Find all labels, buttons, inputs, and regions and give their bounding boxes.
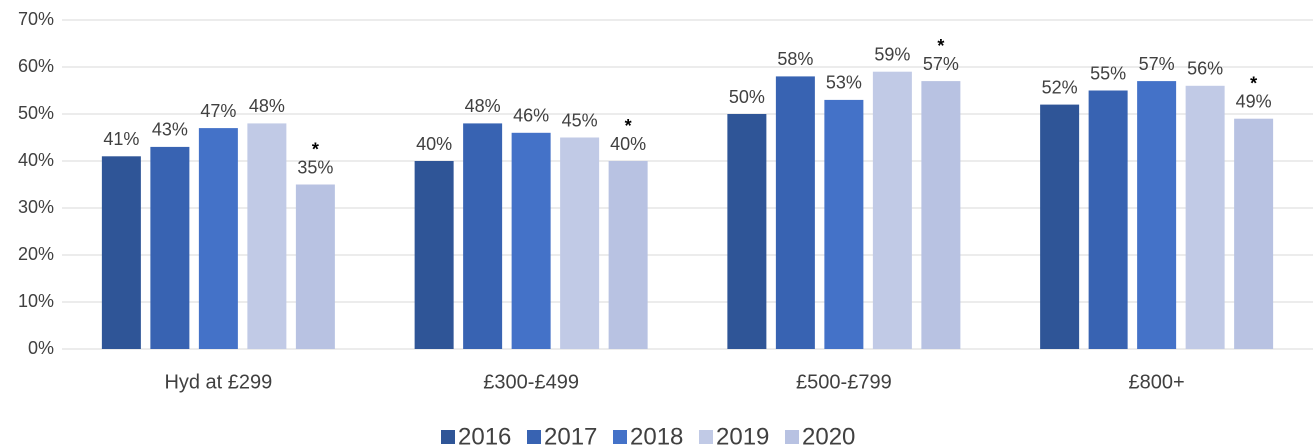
bar (463, 123, 503, 350)
note: * (937, 36, 944, 56)
note: * (625, 116, 632, 136)
x-tick-label: £300-£499 (483, 371, 579, 393)
bar (150, 146, 190, 349)
bar (1185, 85, 1225, 350)
bar (560, 137, 600, 349)
legend-swatch (785, 430, 799, 444)
value-label: 57% (1139, 54, 1175, 74)
value-label: 49% (1236, 91, 1272, 111)
y-tick-label: 20% (18, 244, 54, 264)
legend-swatch (527, 430, 541, 444)
value-label: 59% (874, 44, 910, 64)
y-tick-label: 30% (18, 197, 54, 217)
note: * (1250, 73, 1257, 93)
value-label: 40% (416, 134, 452, 154)
legend-label: 2016 (458, 423, 511, 448)
bar (608, 161, 648, 349)
legend-label: 2018 (630, 423, 683, 448)
bar (101, 156, 141, 349)
value-label: 48% (465, 96, 501, 116)
bar (824, 99, 864, 350)
bar (1234, 118, 1274, 349)
y-tick-label: 50% (18, 103, 54, 123)
note: * (312, 139, 319, 159)
legend-label: 2019 (716, 423, 769, 448)
bar (921, 81, 961, 349)
bar (414, 161, 454, 349)
y-tick-label: 70% (18, 9, 54, 29)
legend-label: 2017 (544, 423, 597, 448)
bar (247, 123, 287, 350)
x-tick-label: £500-£799 (796, 371, 892, 393)
bar (1040, 104, 1080, 349)
value-label: 56% (1187, 59, 1223, 79)
x-tick-label: £800+ (1129, 371, 1185, 393)
value-label: 35% (297, 157, 333, 177)
bar (872, 71, 912, 349)
value-label: 50% (729, 87, 765, 107)
legend-label: 2020 (802, 423, 855, 448)
value-label: 43% (152, 120, 188, 140)
value-label: 41% (103, 129, 139, 149)
bar (198, 128, 238, 349)
value-label: 58% (777, 49, 813, 69)
y-tick-label: 60% (18, 56, 54, 76)
value-label: 47% (200, 101, 236, 121)
bar (1137, 81, 1177, 349)
legend-swatch (613, 430, 627, 444)
legend-swatch (699, 430, 713, 444)
bar (1088, 90, 1128, 349)
value-label: 48% (249, 96, 285, 116)
legend-swatch (441, 430, 455, 444)
value-label: 46% (513, 106, 549, 126)
bar (511, 132, 551, 349)
y-tick-label: 40% (18, 150, 54, 170)
value-label: 53% (826, 73, 862, 93)
bar (775, 76, 815, 350)
bar (727, 114, 767, 349)
value-label: 40% (610, 134, 646, 154)
bar (295, 184, 335, 349)
x-tick-label: Hyd at £299 (164, 371, 272, 393)
value-label: 45% (562, 110, 598, 130)
value-label: 57% (923, 54, 959, 74)
value-label: 52% (1042, 77, 1078, 97)
value-label: 55% (1090, 63, 1126, 83)
y-tick-label: 10% (18, 291, 54, 311)
y-tick-label: 0% (28, 338, 54, 358)
